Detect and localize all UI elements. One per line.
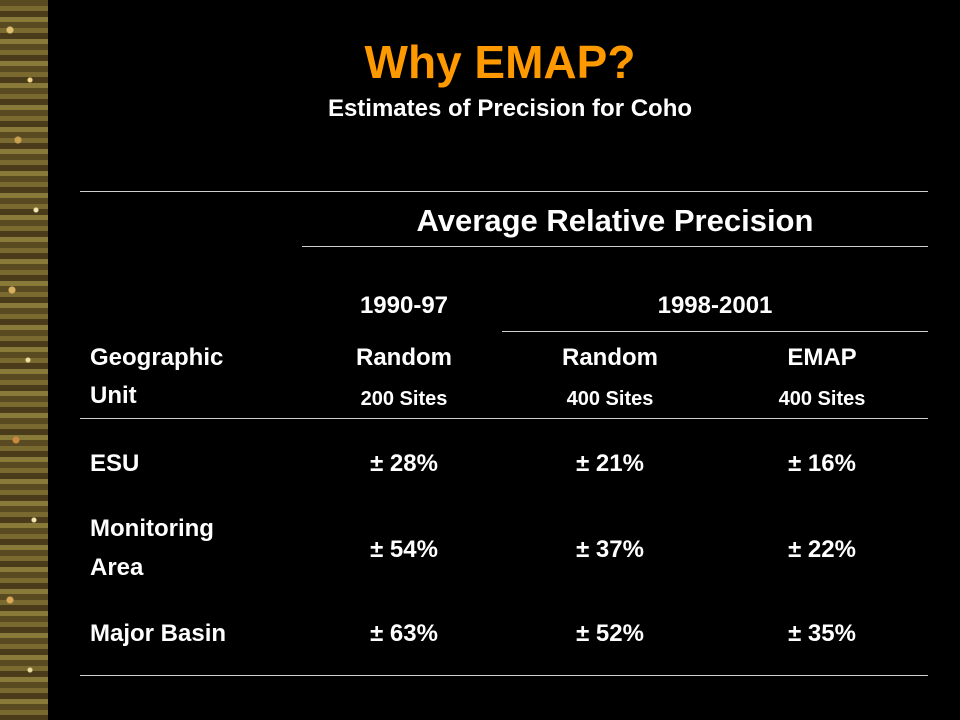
row-header-label-line2: Unit	[90, 382, 137, 409]
super-header-underline	[302, 246, 928, 247]
table-cell: ± 54%	[370, 536, 438, 563]
table-cell: ± 52%	[576, 620, 644, 647]
period-header-1998-2001: 1998-2001	[657, 292, 773, 319]
column-header-bottom-rule	[80, 418, 928, 419]
table-cell: ± 22%	[788, 536, 856, 563]
column-header-sites: 200 Sites	[360, 388, 448, 410]
super-header: Average Relative Precision	[416, 203, 814, 238]
table-cell: ± 28%	[370, 450, 438, 477]
slide-title: Why EMAP?	[364, 36, 636, 88]
row-label-monitoring-area-line2: Area	[90, 554, 144, 581]
slide-subtitle: Estimates of Precision for Coho	[327, 95, 693, 122]
table-top-rule	[80, 191, 928, 192]
table-cell: ± 16%	[788, 450, 856, 477]
column-header-sites: 400 Sites	[566, 388, 654, 410]
table-cell: ± 21%	[576, 450, 644, 477]
row-label-monitoring-area-line1: Monitoring	[90, 515, 214, 542]
period-header-1990-97: 1990-97	[359, 292, 449, 319]
row-label-major-basin: Major Basin	[90, 620, 227, 647]
row-label-esu: ESU	[90, 450, 140, 477]
column-header-method: Random	[356, 344, 452, 371]
row-header-label-line1: Geographic	[90, 344, 224, 371]
period-header-underline	[502, 331, 928, 332]
table-cell: ± 37%	[576, 536, 644, 563]
decorative-side-strip	[0, 0, 48, 720]
column-header-method: EMAP	[787, 344, 857, 371]
column-header-method: Random	[562, 344, 658, 371]
table-bottom-rule	[80, 675, 928, 676]
table-cell: ± 35%	[788, 620, 856, 647]
table-cell: ± 63%	[370, 620, 438, 647]
column-header-sites: 400 Sites	[778, 388, 866, 410]
